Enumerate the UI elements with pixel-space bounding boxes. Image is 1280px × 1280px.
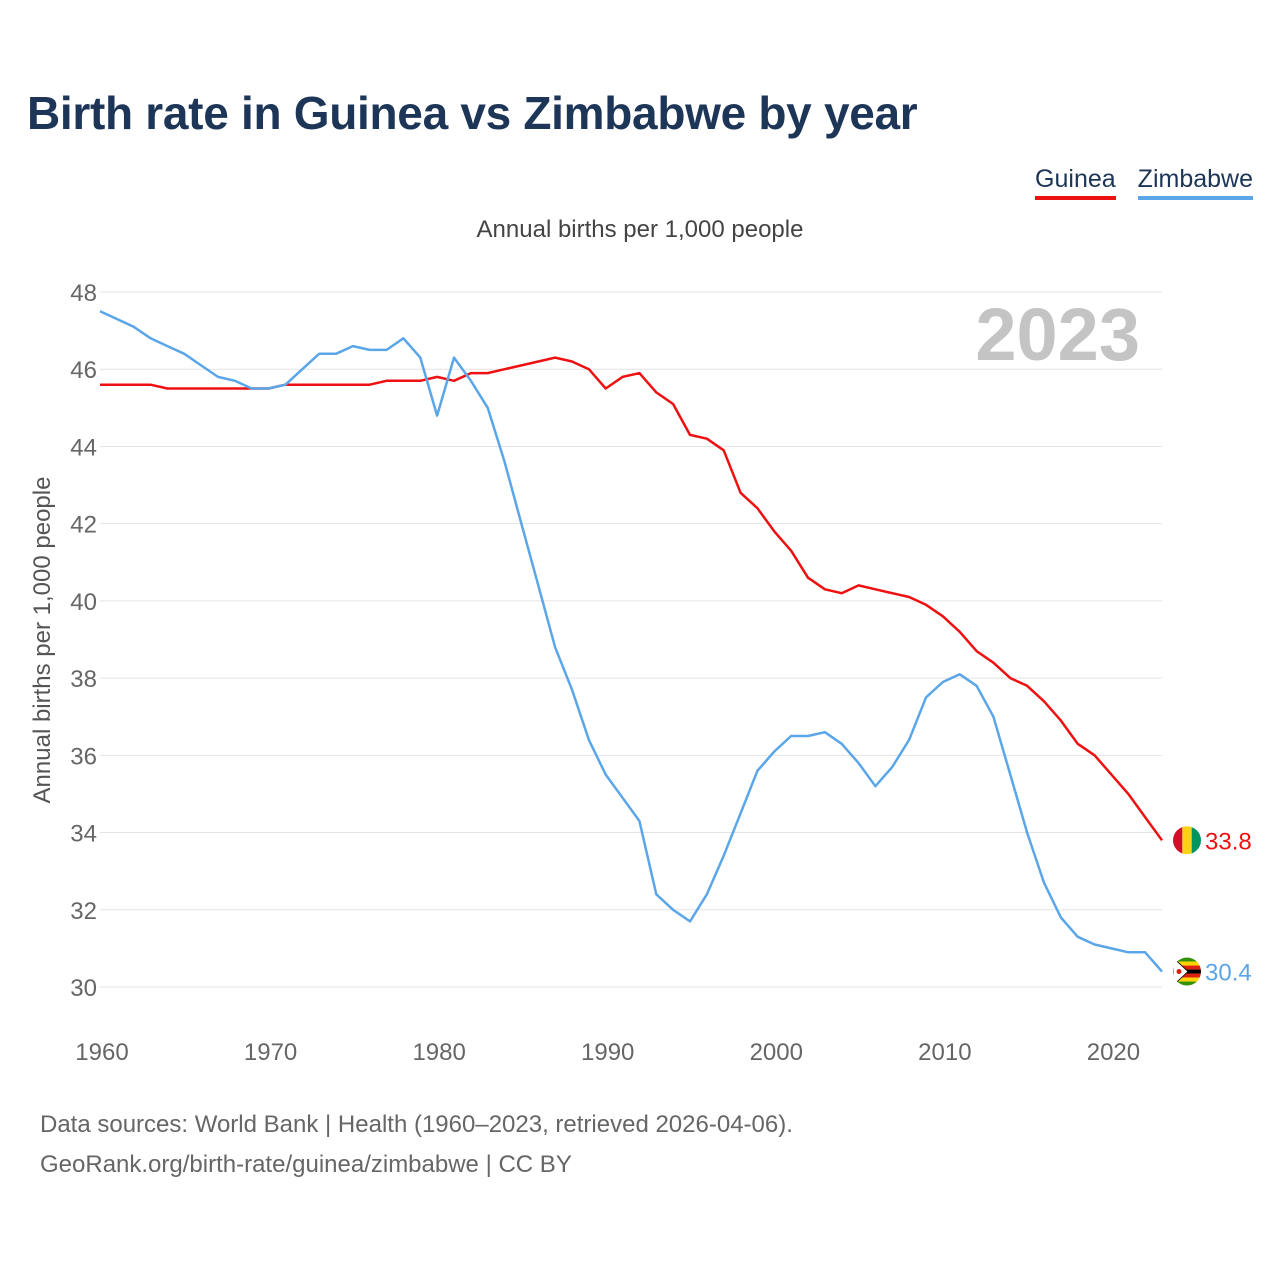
year-label: 2023: [975, 293, 1140, 376]
end-value-label-zimbabwe: 30.4: [1205, 960, 1252, 987]
x-tick-label: 2000: [750, 1039, 803, 1066]
legend-item-guinea[interactable]: Guinea: [1035, 165, 1116, 200]
chart-title: Birth rate in Guinea vs Zimbabwe by year: [27, 87, 918, 139]
y-tick-label: 48: [70, 280, 97, 307]
y-tick-label: 46: [70, 357, 97, 384]
x-tick-label: 1960: [75, 1039, 128, 1066]
x-tick-label: 1980: [412, 1039, 465, 1066]
y-tick-label: 32: [70, 898, 97, 925]
y-axis-ticks: 30 32 34 36 38 40 42 44 46 48: [70, 280, 97, 1002]
source-line-1: Data sources: World Bank | Health (1960–…: [40, 1111, 793, 1138]
flag-icon-guinea: [1173, 826, 1201, 855]
source-note: Data sources: World Bank | Health (1960–…: [40, 1105, 793, 1185]
y-tick-label: 34: [70, 821, 97, 848]
y-tick-label: 40: [70, 589, 97, 616]
y-tick-label: 36: [70, 743, 97, 770]
end-markers: 33.8 30.4: [1173, 826, 1252, 987]
y-tick-label: 30: [70, 975, 97, 1002]
source-line-2[interactable]: GeoRank.org/birth-rate/guinea/zimbabwe |…: [40, 1151, 572, 1178]
legend: Guinea Zimbabwe: [1035, 165, 1253, 200]
end-value-label-guinea: 33.8: [1205, 828, 1252, 855]
series-line-zimbabwe[interactable]: [99, 310, 1163, 973]
series-lines: [99, 310, 1164, 973]
gridlines: [100, 291, 1162, 988]
series-line-guinea[interactable]: [100, 356, 1164, 842]
x-tick-label: 2020: [1087, 1039, 1140, 1066]
legend-item-zimbabwe[interactable]: Zimbabwe: [1137, 165, 1253, 200]
x-tick-label: 1970: [244, 1039, 297, 1066]
flag-icon-zimbabwe: [1173, 957, 1201, 986]
y-tick-label: 44: [70, 434, 97, 461]
y-tick-label: 42: [70, 512, 97, 539]
x-tick-label: 2010: [918, 1039, 971, 1066]
y-axis-label: Annual births per 1,000 people: [29, 477, 56, 804]
x-axis-ticks: 1960 1970 1980 1990 2000 2010 2020: [75, 1039, 1140, 1066]
x-tick-label: 1990: [581, 1039, 634, 1066]
y-tick-label: 38: [70, 666, 97, 693]
chart-subtitle: Annual births per 1,000 people: [476, 216, 804, 243]
